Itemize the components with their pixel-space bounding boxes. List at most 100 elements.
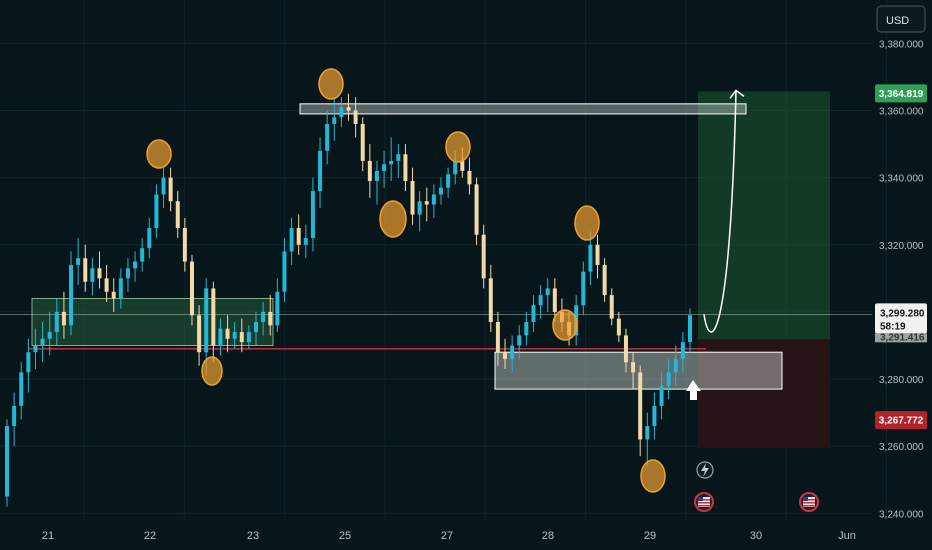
candle-body — [125, 268, 130, 279]
candle-body — [111, 291, 116, 299]
candle-body — [552, 288, 557, 312]
candle-body — [47, 332, 52, 339]
session-break-marker[interactable] — [696, 461, 714, 479]
candle-body — [296, 228, 301, 245]
candle-body — [396, 154, 401, 161]
price-tick-label: 3,340.000 — [879, 174, 924, 185]
candle-body — [346, 107, 351, 111]
candle-body — [90, 268, 95, 282]
candle-body — [33, 345, 38, 353]
candle-body — [261, 311, 266, 322]
time-tick-label: 28 — [542, 530, 554, 542]
candle-body — [531, 305, 536, 322]
candle-body — [254, 321, 259, 333]
projection-arrowhead-icon — [729, 89, 745, 99]
pivot-circle — [552, 309, 578, 341]
stop-price-tag: 3,267.772 — [875, 411, 927, 430]
candle-body — [339, 107, 344, 118]
candle-body — [389, 160, 394, 165]
entry-up-arrow-icon — [686, 380, 701, 400]
candle-body — [303, 238, 308, 245]
candle-body — [474, 184, 479, 235]
candle-body — [595, 244, 600, 265]
candle-body — [659, 385, 664, 406]
price-tick-label: 3,260.000 — [879, 442, 924, 453]
candle-body — [318, 150, 323, 192]
lightning-icon — [701, 463, 709, 477]
svg-text:3,267.772: 3,267.772 — [879, 416, 924, 427]
candle-body — [460, 160, 465, 171]
candle-body — [495, 321, 500, 353]
stop-loss-zone[interactable] — [698, 339, 830, 449]
svg-text:3,364.819: 3,364.819 — [879, 89, 924, 100]
range-box-left[interactable] — [31, 297, 274, 346]
time-tick-label: 21 — [42, 530, 54, 542]
candle-body — [332, 117, 337, 124]
candle-body — [154, 194, 159, 229]
candle-body — [239, 332, 244, 343]
candle-body — [197, 315, 202, 353]
candle-body — [467, 170, 472, 185]
candle-body — [446, 174, 451, 188]
current-price-tag: 3,299.280 58:19 — [875, 303, 927, 334]
price-axis[interactable]: 3,380.0003,360.0003,340.0003,320.0003,30… — [879, 39, 924, 520]
pivot-circle — [574, 205, 600, 241]
candle-body — [5, 426, 9, 497]
svg-text:3,291.416: 3,291.416 — [880, 332, 925, 343]
candle-body — [19, 372, 24, 406]
time-tick-label: 27 — [441, 530, 453, 542]
candle-body — [517, 335, 522, 346]
candle-body — [211, 288, 216, 346]
us-event-marker-2[interactable] — [799, 492, 819, 512]
candle-body — [310, 191, 315, 239]
candle-body — [602, 264, 607, 296]
candle-body — [360, 123, 365, 161]
candle-body — [374, 170, 379, 182]
candle-body — [431, 194, 436, 205]
price-tick-label: 3,380.000 — [879, 39, 924, 50]
currency-button[interactable]: USD — [876, 5, 926, 33]
time-tick-label: 29 — [644, 530, 656, 542]
candle-body — [510, 345, 515, 359]
candle-body — [175, 201, 180, 229]
candle-body — [666, 372, 671, 386]
candle-body — [503, 352, 508, 359]
candle-body — [161, 177, 166, 195]
time-axis[interactable]: 21 22 23 25 27 28 29 30 Jun — [42, 530, 856, 542]
candle-body — [538, 295, 543, 306]
candle-body — [652, 405, 657, 427]
candle-body — [275, 291, 280, 326]
pivot-circle — [445, 131, 471, 163]
resistance-box[interactable] — [299, 103, 747, 115]
partial-price-tag: 3,291.416 — [875, 332, 927, 343]
us-flag-icon — [698, 497, 710, 507]
time-tick-label: Jun — [838, 530, 856, 542]
candle-body — [118, 278, 123, 299]
candle-body — [382, 164, 387, 171]
us-event-marker-1[interactable] — [694, 492, 714, 512]
candle-body — [225, 328, 230, 339]
take-profit-zone[interactable] — [698, 91, 830, 340]
candle-body — [645, 426, 650, 440]
price-tick-label: 3,280.000 — [879, 375, 924, 386]
candle-body — [218, 328, 223, 346]
candle-body — [140, 248, 145, 262]
candle-body — [453, 160, 458, 175]
candle-body — [12, 405, 17, 427]
candle-body — [61, 311, 66, 326]
time-tick-label: 25 — [339, 530, 351, 542]
candle-body — [246, 332, 251, 343]
candle-body — [524, 321, 529, 336]
pivot-circle — [201, 356, 223, 386]
time-tick-label: 30 — [750, 530, 762, 542]
candle-body — [623, 335, 628, 363]
candle-body — [417, 201, 422, 215]
candle-body — [424, 201, 429, 205]
candle-body — [76, 258, 81, 265]
svg-text:58:19: 58:19 — [880, 321, 906, 332]
candle-body — [325, 123, 330, 151]
price-tick-label: 3,360.000 — [879, 107, 924, 118]
pivot-circle — [379, 200, 407, 238]
time-tick-label: 23 — [247, 530, 259, 542]
